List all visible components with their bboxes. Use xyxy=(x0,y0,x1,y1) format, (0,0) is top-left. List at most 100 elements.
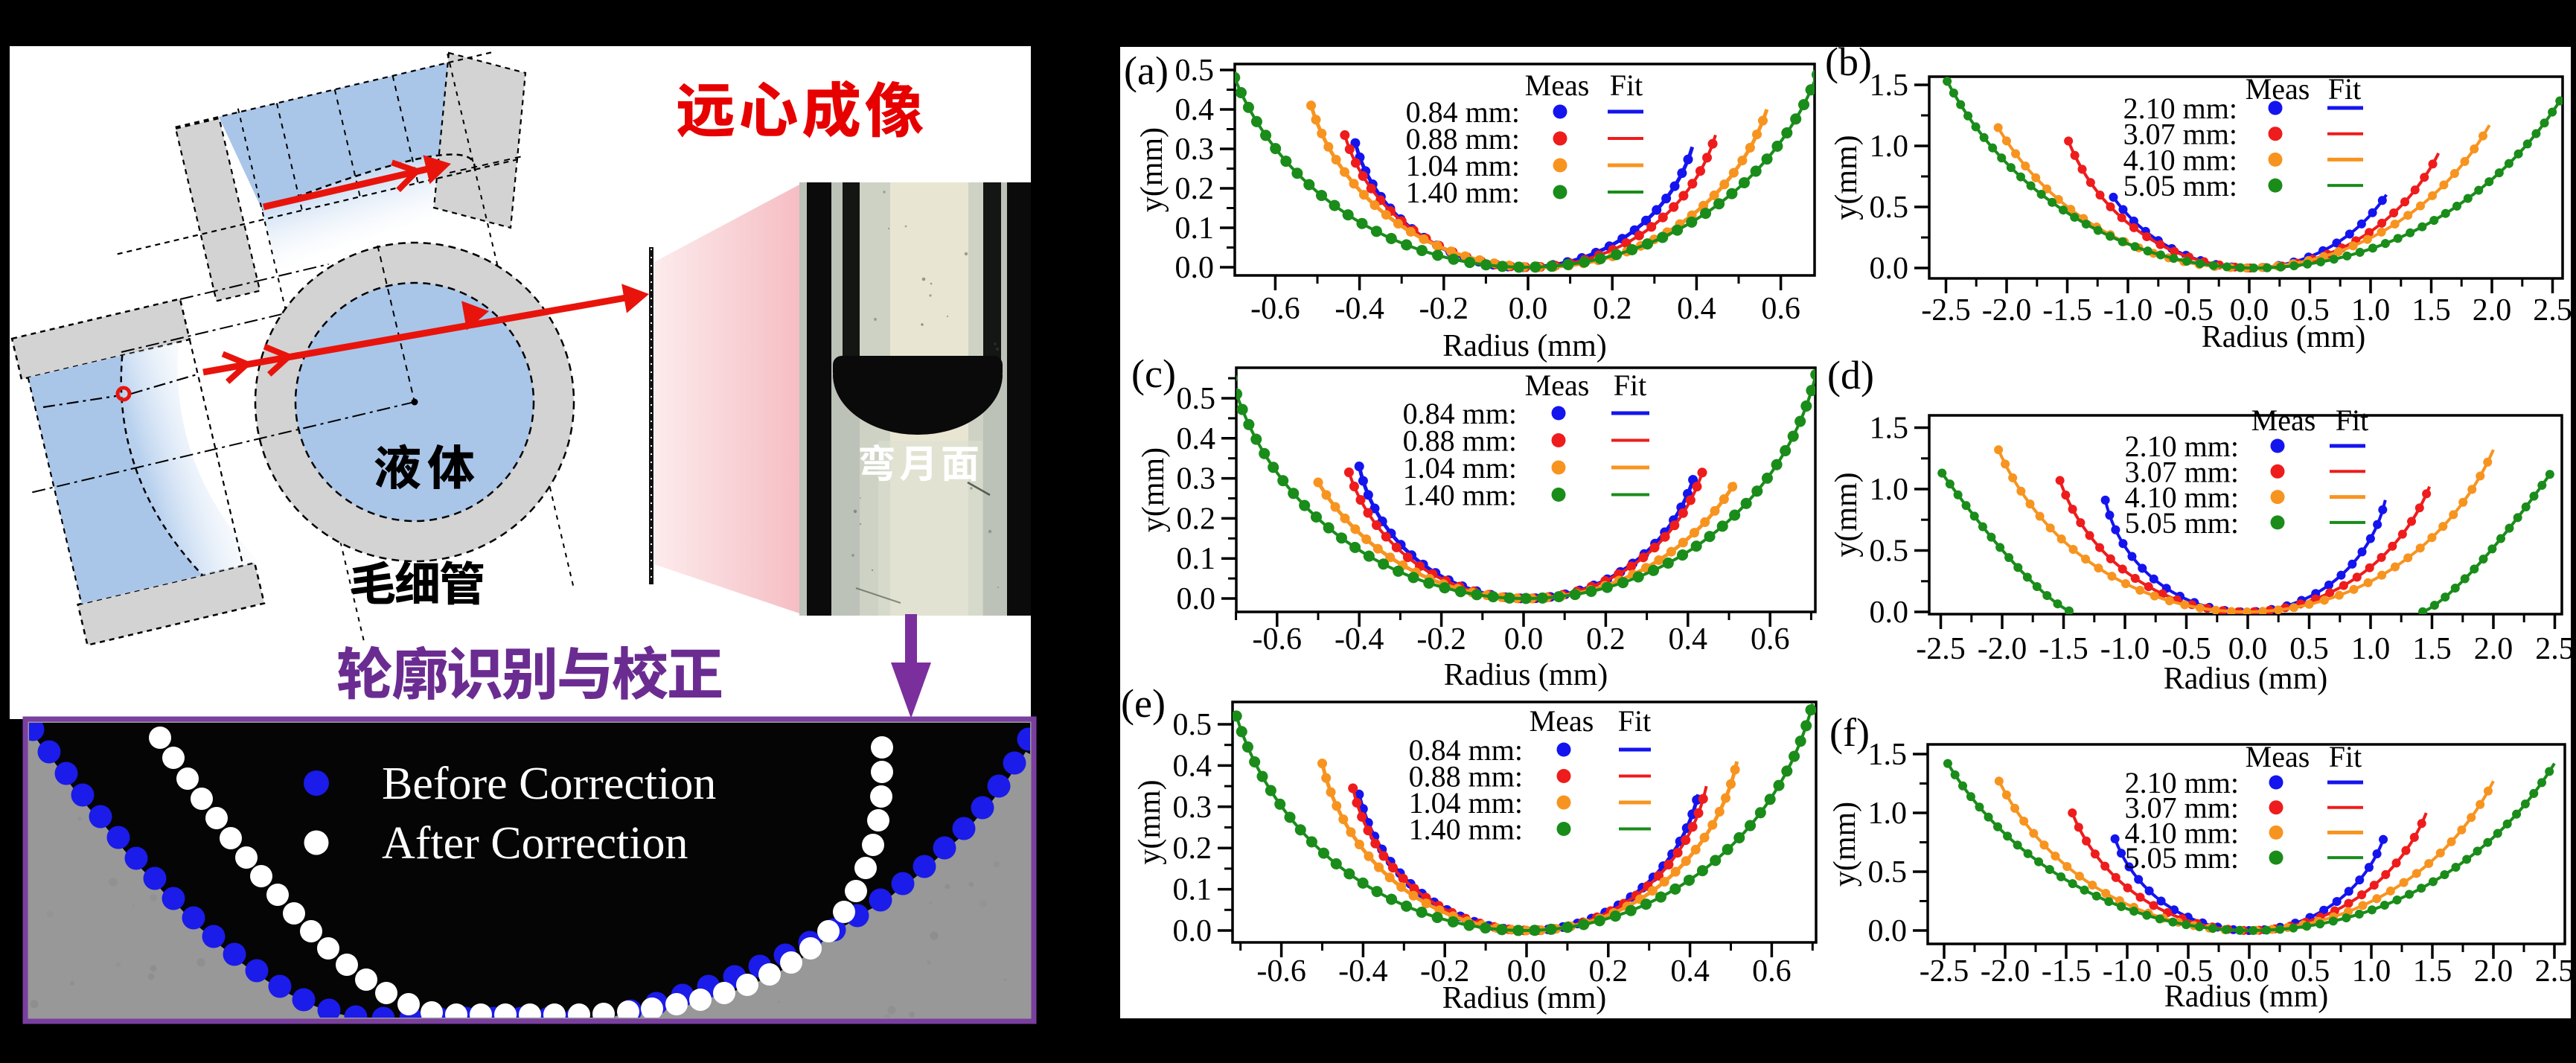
svg-text:0.4: 0.4 xyxy=(1677,292,1716,326)
svg-text:Fit: Fit xyxy=(2336,403,2368,437)
svg-text:-0.6: -0.6 xyxy=(1256,954,1306,989)
svg-text:1.5: 1.5 xyxy=(1870,412,1909,446)
svg-text:-0.5: -0.5 xyxy=(2164,293,2214,328)
svg-text:0.2: 0.2 xyxy=(1173,831,1212,866)
svg-text:-0.5: -0.5 xyxy=(2161,632,2211,666)
svg-text:Radius (mm): Radius (mm) xyxy=(2202,320,2365,354)
svg-text:2.10 mm:: 2.10 mm: xyxy=(2123,92,2237,125)
svg-text:Meas: Meas xyxy=(2246,72,2310,106)
svg-text:0.2: 0.2 xyxy=(1589,954,1629,989)
svg-text:0.0: 0.0 xyxy=(1504,622,1544,657)
svg-text:0.6: 0.6 xyxy=(1751,622,1790,657)
svg-text:0.1: 0.1 xyxy=(1177,542,1216,576)
svg-text:0.88 mm:: 0.88 mm: xyxy=(1409,760,1523,794)
svg-text:-0.5: -0.5 xyxy=(2164,954,2214,989)
svg-text:1.0: 1.0 xyxy=(2351,632,2391,666)
svg-text:5.05 mm:: 5.05 mm: xyxy=(2125,841,2239,875)
svg-text:-1.0: -1.0 xyxy=(2100,632,2150,666)
svg-text:1.0: 1.0 xyxy=(2352,954,2391,989)
svg-text:Radius (mm): Radius (mm) xyxy=(1444,658,1608,692)
svg-text:1.5: 1.5 xyxy=(2413,954,2452,989)
svg-text:y(mm): y(mm) xyxy=(1829,135,1864,220)
svg-text:y(mm): y(mm) xyxy=(1133,779,1167,864)
svg-text:Radius (mm): Radius (mm) xyxy=(1442,329,1606,363)
svg-text:-0.2: -0.2 xyxy=(1419,292,1469,326)
svg-text:-0.2: -0.2 xyxy=(1416,622,1466,657)
svg-text:0.4: 0.4 xyxy=(1173,749,1212,783)
svg-text:-1.5: -1.5 xyxy=(2042,293,2092,328)
svg-text:-0.4: -0.4 xyxy=(1335,292,1384,326)
svg-text:(a): (a) xyxy=(1124,48,1169,93)
svg-text:0.2: 0.2 xyxy=(1177,502,1216,536)
svg-text:1.0: 1.0 xyxy=(1870,130,1909,164)
svg-text:After Correction: After Correction xyxy=(382,818,688,869)
svg-text:Fit: Fit xyxy=(1614,368,1646,402)
svg-text:0.84 mm:: 0.84 mm: xyxy=(1406,95,1520,129)
svg-text:4.10 mm:: 4.10 mm: xyxy=(2125,481,2239,514)
svg-text:-0.4: -0.4 xyxy=(1335,622,1384,657)
svg-text:0.6: 0.6 xyxy=(1752,954,1792,989)
svg-text:-2.5: -2.5 xyxy=(1921,293,1971,328)
svg-text:1.40 mm:: 1.40 mm: xyxy=(1406,176,1520,209)
svg-text:Fit: Fit xyxy=(2328,72,2361,106)
svg-text:3.07 mm:: 3.07 mm: xyxy=(2123,118,2237,151)
svg-text:0.2: 0.2 xyxy=(1586,622,1626,657)
svg-text:y(mm): y(mm) xyxy=(1135,127,1169,212)
svg-text:Meas: Meas xyxy=(1525,368,1590,402)
svg-text:0.2: 0.2 xyxy=(1175,172,1215,206)
svg-text:(d): (d) xyxy=(1827,353,1874,398)
svg-text:Meas: Meas xyxy=(2251,403,2316,437)
svg-text:1.40 mm:: 1.40 mm: xyxy=(1409,813,1523,846)
svg-text:0.0: 0.0 xyxy=(2228,632,2268,666)
svg-text:0.5: 0.5 xyxy=(2289,632,2329,666)
svg-text:2.0: 2.0 xyxy=(2473,293,2512,328)
svg-text:2.5: 2.5 xyxy=(2535,632,2575,666)
svg-text:0.84 mm:: 0.84 mm: xyxy=(1409,733,1523,767)
svg-text:-2.0: -2.0 xyxy=(1981,954,2030,989)
svg-text:-0.6: -0.6 xyxy=(1253,622,1303,657)
svg-text:Meas: Meas xyxy=(1525,68,1590,102)
svg-text:4.10 mm:: 4.10 mm: xyxy=(2125,816,2239,849)
svg-text:2.5: 2.5 xyxy=(2533,293,2572,328)
svg-text:0.4: 0.4 xyxy=(1177,422,1216,456)
svg-text:0.5: 0.5 xyxy=(1870,191,1909,225)
svg-text:-2.5: -2.5 xyxy=(1920,954,1969,989)
svg-text:0.3: 0.3 xyxy=(1175,133,1215,167)
svg-text:(c): (c) xyxy=(1131,351,1176,396)
svg-text:0.3: 0.3 xyxy=(1177,462,1216,497)
svg-text:0.5: 0.5 xyxy=(1870,534,1909,569)
svg-text:3.07 mm:: 3.07 mm: xyxy=(2125,791,2239,825)
svg-text:2.10 mm:: 2.10 mm: xyxy=(2125,766,2239,799)
svg-text:0.5: 0.5 xyxy=(1177,382,1216,416)
svg-text:-1.0: -1.0 xyxy=(2103,954,2152,989)
svg-text:0.2: 0.2 xyxy=(1593,292,1632,326)
svg-text:5.05 mm:: 5.05 mm: xyxy=(2125,506,2239,540)
svg-text:2.0: 2.0 xyxy=(2474,954,2513,989)
svg-text:1.0: 1.0 xyxy=(1868,797,1908,831)
svg-text:-0.4: -0.4 xyxy=(1338,954,1388,989)
svg-text:1.04 mm:: 1.04 mm: xyxy=(1406,149,1520,182)
svg-text:1.5: 1.5 xyxy=(2412,293,2451,328)
svg-text:-0.2: -0.2 xyxy=(1420,954,1470,989)
svg-text:0.0: 0.0 xyxy=(1175,251,1215,285)
svg-text:1.04 mm:: 1.04 mm: xyxy=(1403,451,1517,485)
svg-text:5.05 mm:: 5.05 mm: xyxy=(2123,169,2237,202)
svg-text:0.4: 0.4 xyxy=(1669,622,1708,657)
svg-text:1.5: 1.5 xyxy=(1870,68,1909,103)
svg-text:0.5: 0.5 xyxy=(1173,708,1212,742)
svg-text:0.4: 0.4 xyxy=(1670,954,1710,989)
svg-text:2.10 mm:: 2.10 mm: xyxy=(2125,430,2239,463)
svg-text:(b): (b) xyxy=(1825,39,1872,84)
svg-text:-0.6: -0.6 xyxy=(1250,292,1300,326)
svg-text:-2.5: -2.5 xyxy=(1916,632,1966,666)
svg-text:0.4: 0.4 xyxy=(1175,93,1215,127)
svg-text:0.5: 0.5 xyxy=(1175,54,1215,88)
svg-text:1.5: 1.5 xyxy=(2412,632,2452,666)
svg-text:0.0: 0.0 xyxy=(1870,252,1909,286)
svg-text:(f): (f) xyxy=(1829,710,1870,755)
svg-text:0.88 mm:: 0.88 mm: xyxy=(1406,122,1520,156)
svg-text:0.5: 0.5 xyxy=(1868,855,1908,890)
svg-text:(e): (e) xyxy=(1121,681,1166,726)
svg-text:0.5: 0.5 xyxy=(2290,293,2330,328)
svg-text:y(mm): y(mm) xyxy=(1829,472,1864,557)
